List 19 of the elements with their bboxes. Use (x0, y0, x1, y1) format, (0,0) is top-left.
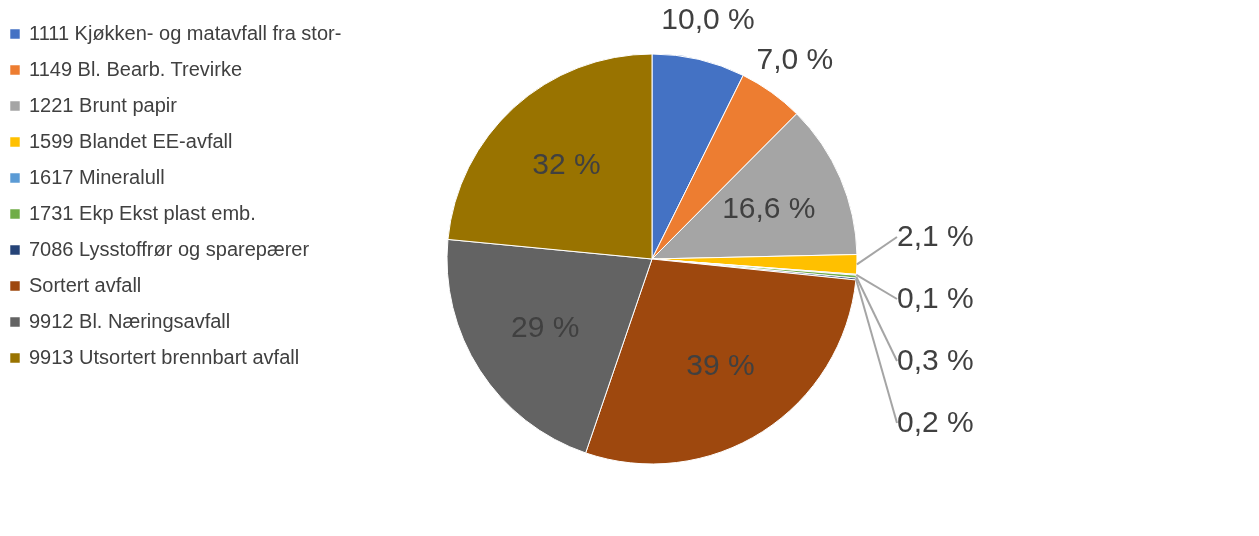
data-label: 7,0 % (756, 41, 834, 75)
legend-label: 1111 Kjøkken- og matavfall fra stor- (29, 22, 342, 44)
legend-label: Sortert avfall (29, 274, 142, 296)
data-label: 16,6 % (722, 190, 816, 224)
data-label: 2,1 % (897, 219, 974, 252)
legend-label: 1617 Mineralull (29, 166, 165, 188)
legend-label: 9913 Utsortert brennbart avfall (29, 346, 300, 368)
data-label: 0,1 % (897, 281, 974, 314)
data-label: 0,3 % (897, 343, 974, 376)
legend-label: 1221 Brunt papir (29, 94, 178, 116)
data-label: 32 % (532, 146, 601, 180)
legend-label: 1599 Blandet EE-avfall (29, 130, 233, 152)
legend-label: 1149 Bl. Bearb. Trevirke (29, 58, 243, 80)
legend-label: 9912 Bl. Næringsavfall (29, 310, 231, 332)
legend-label: 7086 Lysstoffrør og sparepærer (29, 238, 310, 260)
data-label: 10,0 % (661, 2, 755, 36)
legend-label: 1731 Ekp Ekst plast emb. (29, 202, 256, 224)
data-label: 39 % (686, 348, 755, 382)
data-label: 0,2 % (897, 405, 974, 438)
